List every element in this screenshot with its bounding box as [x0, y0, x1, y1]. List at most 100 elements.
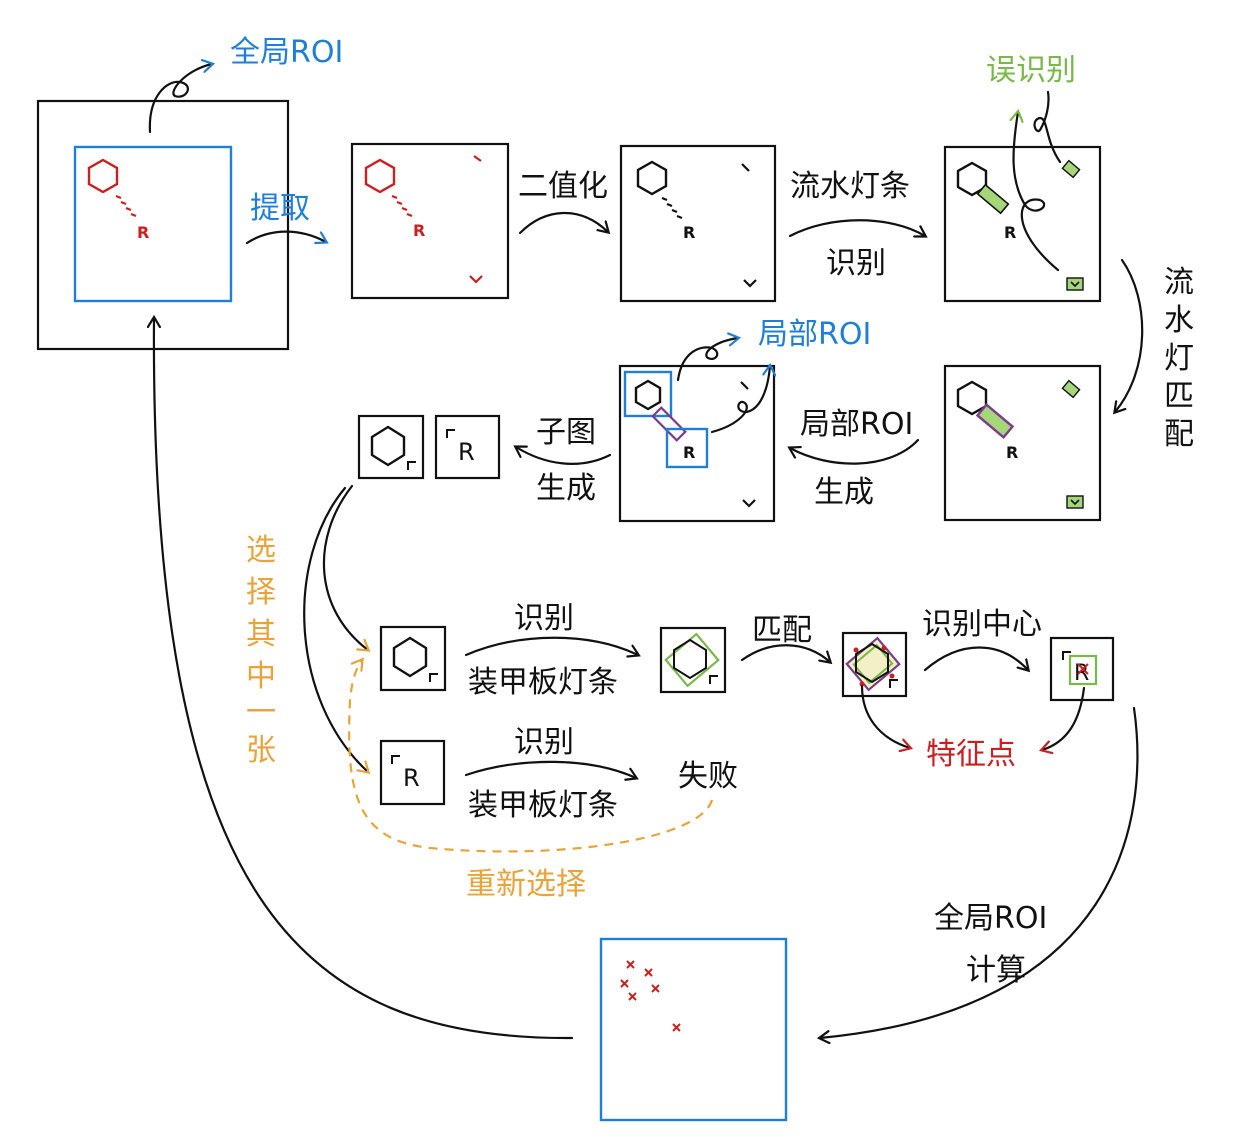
- light-match-label-1: 流: [1164, 265, 1194, 300]
- extracted-roi-node: R: [350, 142, 510, 300]
- reselect-label: 重新选择: [466, 867, 586, 902]
- misrecognized-strip-rect: [1066, 495, 1084, 509]
- corner-mark-icon: [429, 673, 438, 682]
- subimage-hexagon-node-2: [379, 625, 447, 692]
- local-roi-label: 局部ROI: [758, 317, 871, 352]
- local-roi-node: R: [618, 364, 776, 523]
- local-roi-rect-r: [665, 427, 709, 469]
- select-arrow-2: [303, 486, 368, 772]
- global-roi-label: 全局ROI: [230, 35, 343, 70]
- hexagon-icon: [87, 158, 119, 194]
- r-logo: R: [413, 221, 425, 240]
- light-match-arrow: [1115, 258, 1144, 412]
- result-node: [599, 937, 788, 1122]
- feature-points-label: 特征点: [926, 737, 1016, 772]
- feature-point-mark: [881, 645, 887, 651]
- light-match-label-2: 水: [1164, 303, 1194, 338]
- global-roi-calc-label-2: 计算: [966, 953, 1026, 988]
- light-match-label-5: 配: [1164, 417, 1194, 452]
- select-one-label-2: 择: [246, 575, 276, 610]
- local-roi-callout-arrow-2: [710, 366, 770, 434]
- global-roi-calc-arrow: [820, 706, 1139, 1038]
- light-mark-icon: [740, 381, 749, 390]
- recog-armor-2-label-a: 识别: [514, 725, 574, 760]
- hexagon-icon: [370, 425, 406, 467]
- select-one-label-3: 其: [246, 617, 276, 652]
- misrecognition-arrow-1: [1014, 112, 1060, 272]
- loop-back-arrow: [154, 318, 574, 1040]
- extract-arrow: [245, 230, 326, 243]
- chevron-arrows-icon: [391, 194, 413, 218]
- fail-label: 失败: [678, 759, 738, 794]
- light-mark-icon: [741, 163, 750, 172]
- r-logo: R: [683, 223, 695, 242]
- local-roi-gen-label-1: 局部ROI: [800, 407, 913, 442]
- r-logo: R: [1006, 443, 1018, 462]
- select-one-label-1: 选: [246, 533, 276, 568]
- chevron-arrows-icon: [115, 194, 137, 218]
- feature-point-marks: [620, 960, 681, 1032]
- select-one-label-5: 一: [246, 695, 276, 730]
- light-strip-recog-arrow: [788, 219, 925, 236]
- subimage-hexagon-node: [357, 414, 425, 480]
- matched-strip-rect: [651, 406, 687, 442]
- light-match-label-4: 匹: [1164, 379, 1194, 414]
- chevron-down-icon: [743, 279, 757, 288]
- select-one-label-4: 中: [246, 659, 276, 694]
- light-strip-recog-label-1: 流水灯条: [790, 169, 910, 204]
- armor-recognized-node: [659, 626, 727, 694]
- hexagon-icon: [956, 380, 988, 416]
- recog-armor-2-label-b: 装甲板灯条: [468, 788, 618, 823]
- chevron-arrows-icon: [661, 196, 683, 220]
- feature-point-mark: [859, 681, 865, 687]
- misrecognized-strip-rect: [1061, 159, 1081, 179]
- binarize-arrow: [518, 211, 608, 233]
- feature-point-mark: [853, 647, 859, 653]
- r-logo: R: [683, 443, 695, 462]
- cross-icon: [1077, 663, 1089, 675]
- local-roi-callout-arrow-1: [676, 338, 738, 382]
- chevron-down-icon: [742, 499, 756, 508]
- source-image-node: R: [36, 99, 290, 351]
- recog-armor-1-label-a: 识别: [514, 601, 574, 636]
- chevron-down-icon: [469, 275, 483, 284]
- light-strip-recog-label-2: 识别: [826, 246, 886, 281]
- armor-light-rect: [852, 643, 894, 685]
- recognized-strip-rect: [976, 183, 1010, 215]
- armor-matched-node: [841, 631, 908, 698]
- corner-mark-icon: [446, 429, 455, 438]
- corner-mark-icon: [709, 675, 718, 684]
- match-label: 匹配: [752, 613, 812, 648]
- match-arrow: [740, 644, 830, 662]
- global-roi-callout-arrow: [148, 64, 212, 134]
- matched-strip-rect: [975, 403, 1015, 439]
- recog-center-arrow: [923, 646, 1028, 671]
- light-match-label-3: 灯: [1164, 341, 1194, 376]
- corner-mark-icon: [407, 461, 416, 470]
- corner-mark-icon: [1062, 651, 1071, 660]
- matched-strip-node: R: [943, 364, 1102, 522]
- r-logo: R: [403, 764, 420, 792]
- local-roi-rect-hexagon: [623, 370, 673, 418]
- hexagon-icon: [855, 642, 889, 684]
- feature-points-arrow-2: [1042, 686, 1086, 750]
- chevron-down-icon: [1070, 499, 1080, 506]
- global-roi-rect: [73, 145, 233, 303]
- hexagon-icon: [956, 161, 988, 197]
- global-roi-calc-label-1: 全局ROI: [934, 901, 1047, 936]
- subimage-gen-arrow: [516, 447, 612, 465]
- corner-mark-icon: [889, 679, 898, 688]
- corner-mark-icon: [391, 755, 400, 764]
- select-one-label-6: 张: [246, 733, 276, 768]
- hexagon-icon: [392, 636, 428, 678]
- binarize-label: 二值化: [518, 169, 608, 204]
- reselect-arrow: [348, 660, 714, 853]
- subimage-gen-label-1: 子图: [536, 415, 596, 450]
- r-logo: R: [1004, 223, 1016, 242]
- misrecognition-label: 误识别: [986, 53, 1076, 88]
- subimage-r-node-2: R: [379, 739, 446, 806]
- binarized-node: R: [619, 144, 777, 303]
- misrecognized-strip-rect: [1061, 379, 1081, 399]
- result-roi-rect: [599, 937, 788, 1122]
